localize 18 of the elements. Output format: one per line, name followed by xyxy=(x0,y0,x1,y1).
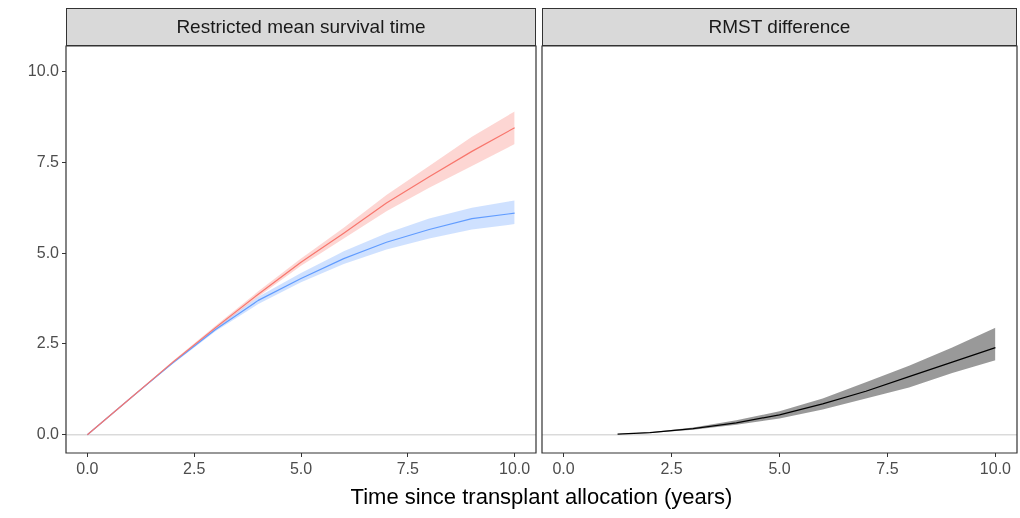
x-tick-label: 0.0 xyxy=(76,460,99,478)
x-tick-label: 2.5 xyxy=(183,460,206,478)
x-axis-title: Time since transplant allocation (years) xyxy=(349,484,734,510)
y-tick-label: 7.5 xyxy=(36,152,60,170)
chart-title: Restricted mean survival time xyxy=(66,8,536,46)
x-tick-label: 7.5 xyxy=(396,460,420,478)
y-tick-label: 5.0 xyxy=(36,243,60,261)
chart-title: RMST difference xyxy=(542,8,1017,46)
y-tick-label: 10.0 xyxy=(27,61,60,79)
x-tick-label: 5.0 xyxy=(289,460,313,478)
x-tick-label: 2.5 xyxy=(660,460,683,478)
x-tick-label: 5.0 xyxy=(768,460,791,478)
x-tick-label: 7.5 xyxy=(876,460,899,478)
y-tick-label: 0.0 xyxy=(36,425,60,443)
x-tick-label: 10.0 xyxy=(979,460,1012,478)
x-tick-label: 10.0 xyxy=(499,460,531,478)
y-tick-label: 2.5 xyxy=(36,334,60,352)
x-tick-label: 0.0 xyxy=(552,460,575,478)
